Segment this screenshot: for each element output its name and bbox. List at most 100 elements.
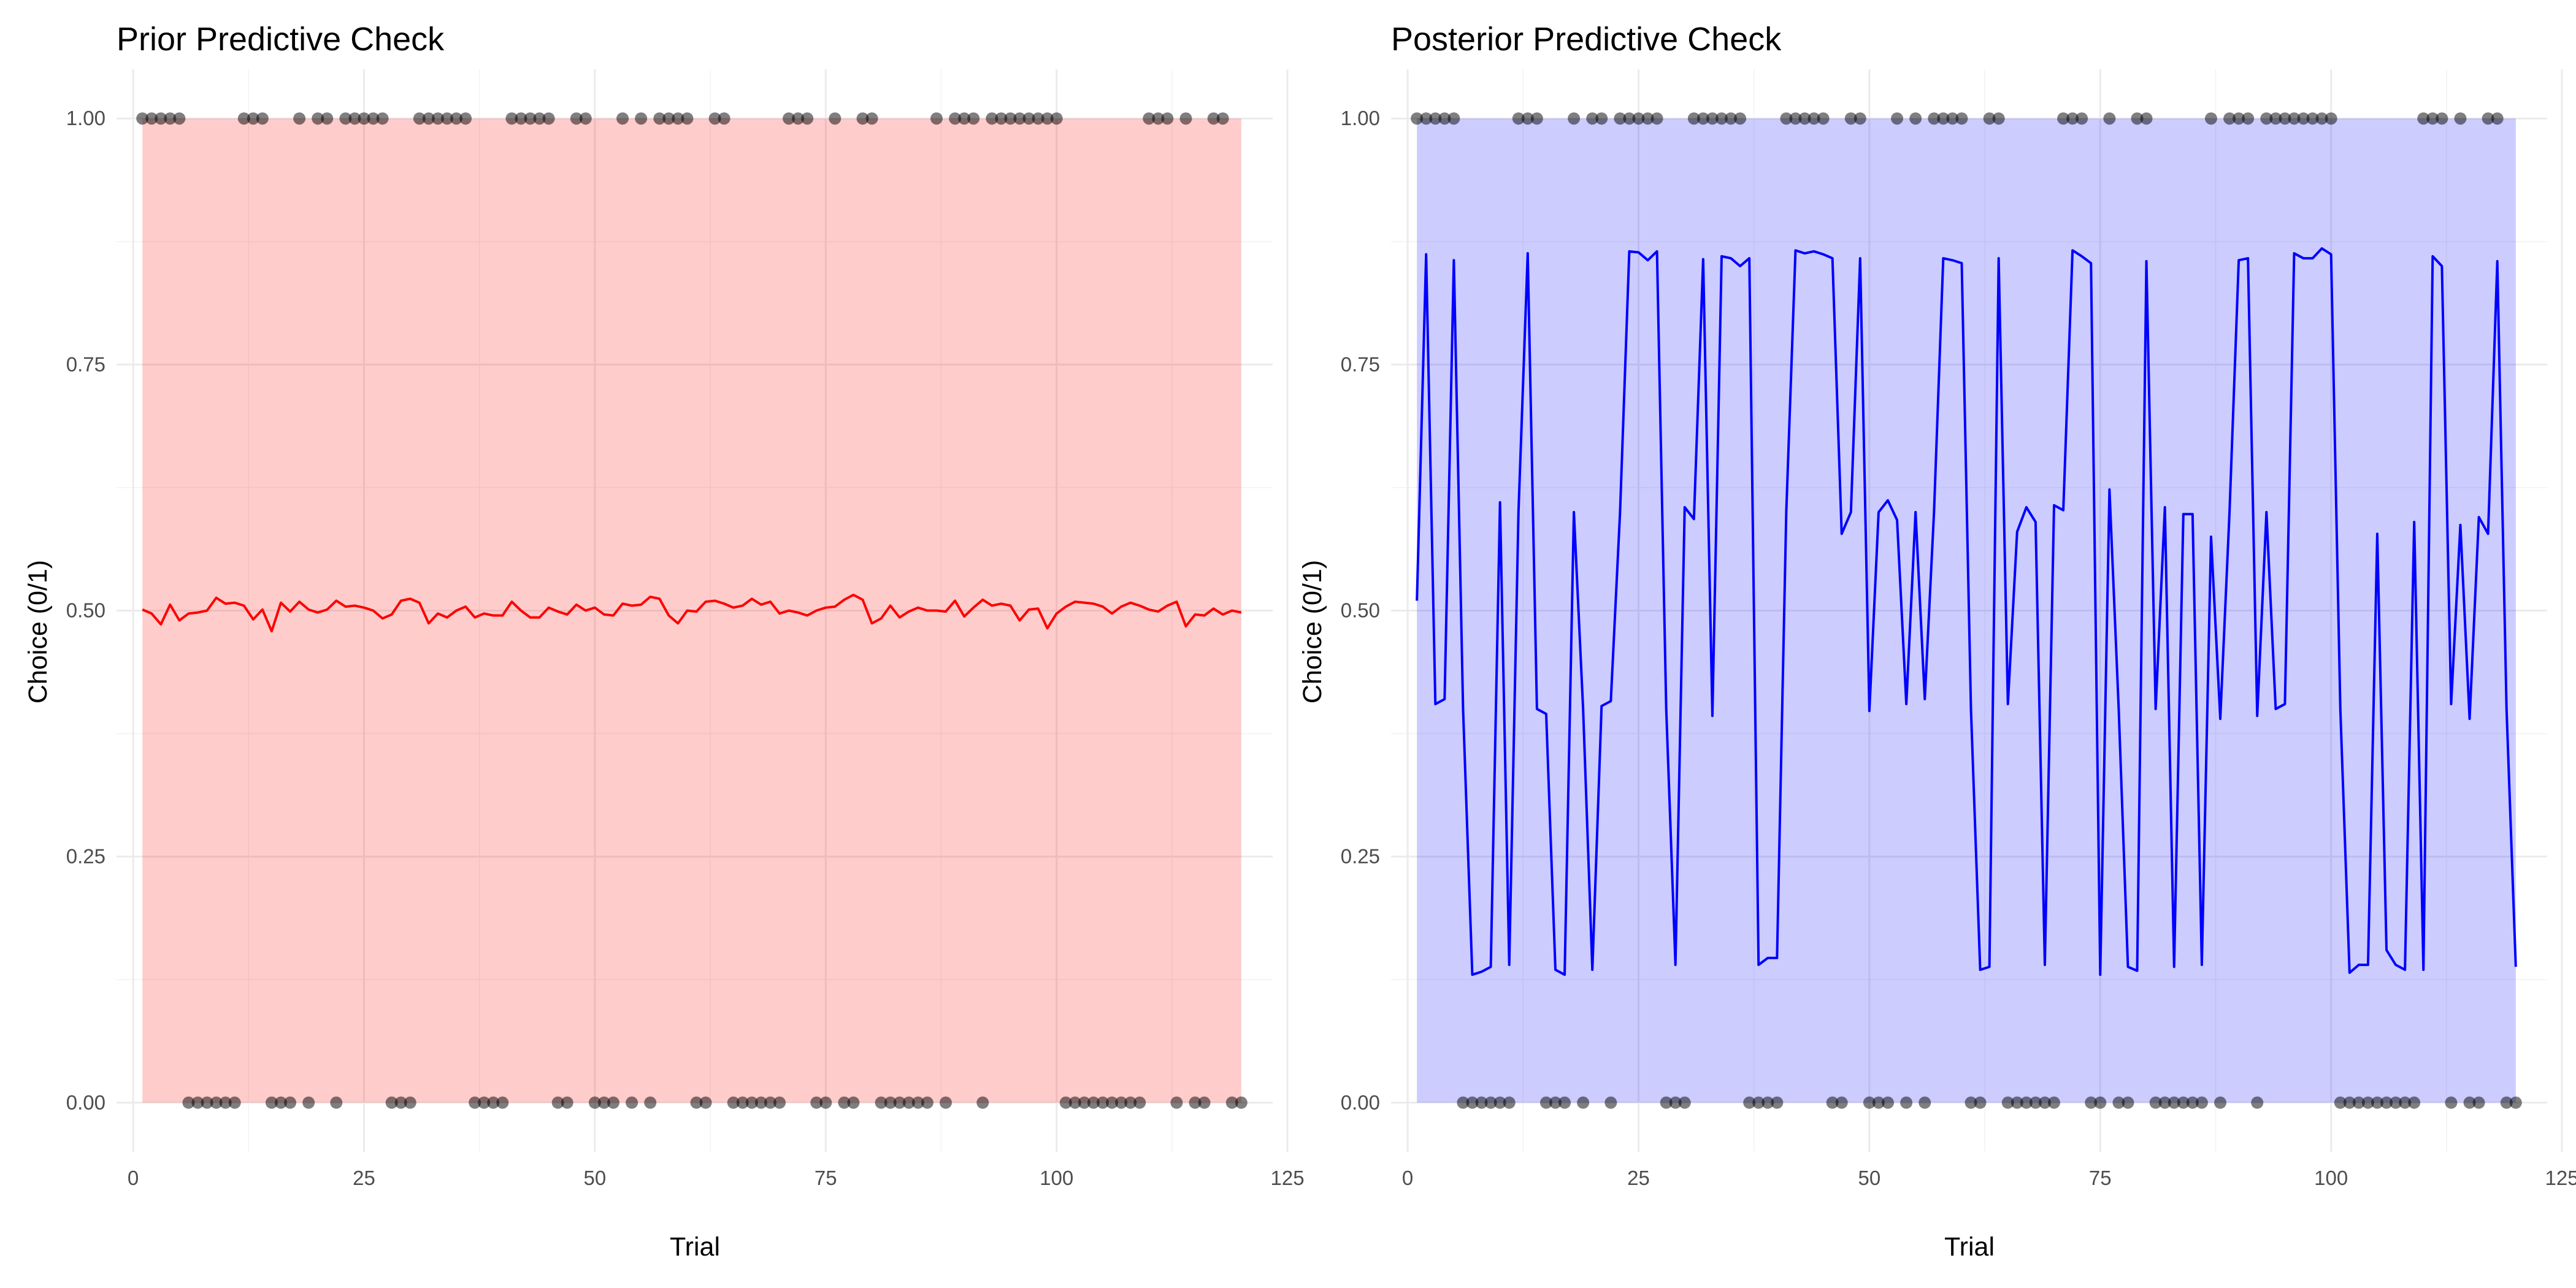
- posterior-y-tick-label: 0.50: [1341, 599, 1380, 622]
- prior-observed-point: [247, 112, 259, 125]
- prior-observed-point: [1235, 1096, 1248, 1109]
- prior-observed-point: [1087, 1096, 1100, 1109]
- prior-observed-point: [312, 112, 324, 125]
- posterior-observed-point: [2445, 1096, 2458, 1109]
- prior-observed-point: [967, 112, 980, 125]
- prior-observed-point: [191, 1096, 204, 1109]
- posterior-observed-point: [1817, 112, 1830, 125]
- prior-observed-point: [561, 1096, 573, 1109]
- prior-observed-point: [155, 112, 167, 125]
- posterior-observed-point: [2112, 1096, 2125, 1109]
- posterior-observed-point: [2103, 112, 2116, 125]
- prior-observed-point: [773, 1096, 786, 1109]
- posterior-y-tick-label: 0.00: [1341, 1091, 1380, 1114]
- posterior-observed-point: [1632, 112, 1645, 125]
- posterior-x-tick-label: 50: [1858, 1167, 1881, 1189]
- prior-observed-point: [570, 112, 583, 125]
- prior-observed-point: [136, 112, 149, 125]
- prior-observed-point: [893, 1096, 906, 1109]
- posterior-observed-point: [2472, 1096, 2485, 1109]
- posterior-observed-point: [2214, 1096, 2227, 1109]
- posterior-observed-point: [1780, 112, 1793, 125]
- posterior-ribbon: [1417, 118, 2516, 1103]
- posterior-observed-point: [1420, 112, 1433, 125]
- posterior-observed-point: [2371, 1096, 2383, 1109]
- prior-panel: 0 25 50 75 100 125 0.00 0.25 0.50 0.75 1.00 Prior …: [23, 21, 1305, 1262]
- prior-observed-point: [681, 112, 694, 125]
- prior-observed-point: [1161, 112, 1174, 125]
- prior-observed-point: [1133, 1096, 1146, 1109]
- prior-observed-point: [958, 112, 971, 125]
- posterior-observed-point: [2057, 112, 2070, 125]
- posterior-observed-point: [2223, 112, 2236, 125]
- posterior-observed-point: [1706, 112, 1719, 125]
- posterior-observed-point: [2279, 112, 2291, 125]
- posterior-observed-point: [1493, 1096, 1506, 1109]
- prior-observed-point: [469, 1096, 481, 1109]
- posterior-observed-point: [2399, 1096, 2412, 1109]
- posterior-observed-point: [1807, 112, 1820, 125]
- prior-observed-point: [1078, 1096, 1091, 1109]
- prior-observed-point: [339, 112, 352, 125]
- posterior-observed-point: [2315, 112, 2328, 125]
- prior-observed-point: [487, 1096, 500, 1109]
- posterior-observed-point: [1863, 1096, 1876, 1109]
- posterior-observed-point: [2297, 112, 2310, 125]
- posterior-observed-point: [2491, 112, 2504, 125]
- prior-observed-point: [635, 112, 648, 125]
- posterior-observed-point: [1687, 112, 1700, 125]
- posterior-observed-point: [1928, 112, 1941, 125]
- prior-observed-point: [505, 112, 518, 125]
- prior-observed-point: [284, 1096, 297, 1109]
- posterior-observed-point: [1484, 1096, 1497, 1109]
- posterior-x-tick-label: 25: [1627, 1167, 1650, 1189]
- posterior-observed-point: [1872, 1096, 1885, 1109]
- posterior-y-tick-label: 0.75: [1341, 353, 1380, 375]
- posterior-observed-point: [2500, 1096, 2513, 1109]
- prior-observed-point: [431, 112, 444, 125]
- prior-observed-point: [441, 112, 454, 125]
- prior-observed-point: [672, 112, 684, 125]
- posterior-observed-point: [2343, 1096, 2356, 1109]
- prior-observed-point: [995, 112, 1008, 125]
- prior-observed-point: [542, 112, 555, 125]
- prior-observed-point: [1225, 1096, 1238, 1109]
- posterior-observed-point: [1734, 112, 1747, 125]
- prior-observed-point: [662, 112, 675, 125]
- posterior-observed-point: [1771, 1096, 1784, 1109]
- prior-observed-point: [256, 112, 269, 125]
- posterior-panel: 0 25 50 75 100 125 0.00 0.25 0.50 0.75 1.00 Poster…: [1298, 21, 2576, 1262]
- posterior-observed-point: [2131, 112, 2144, 125]
- posterior-observed-point: [2306, 112, 2319, 125]
- posterior-observed-point: [1974, 1096, 1987, 1109]
- prior-observed-point: [940, 1096, 953, 1109]
- prior-observed-point: [404, 1096, 416, 1109]
- posterior-observed-point: [2085, 1096, 2098, 1109]
- prior-observed-point: [321, 112, 334, 125]
- prior-tick-labels: 0 25 50 75 100 125 0.00 0.25 0.50 0.75 1.00: [66, 107, 1305, 1189]
- prior-observed-point: [1124, 1096, 1137, 1109]
- prior-observed-point: [1022, 112, 1035, 125]
- posterior-observed-point: [1937, 112, 1950, 125]
- posterior-observed-point: [2158, 1096, 2171, 1109]
- posterior-observed-point: [1891, 112, 1904, 125]
- prior-observed-point: [1050, 112, 1063, 125]
- posterior-observed-point: [2463, 1096, 2476, 1109]
- posterior-observed-point: [1438, 112, 1451, 125]
- prior-observed-point: [1106, 1096, 1119, 1109]
- posterior-observed-point: [2195, 1096, 2208, 1109]
- prior-observed-point: [302, 1096, 315, 1109]
- prior-mean-line: [142, 593, 1242, 633]
- prior-observed-point: [801, 112, 814, 125]
- prior-observed-point: [764, 1096, 776, 1109]
- prior-observed-point: [1068, 1096, 1081, 1109]
- posterior-gridlines: [1391, 69, 2563, 1152]
- prior-observed-point: [1013, 112, 1026, 125]
- posterior-observed-point: [1411, 112, 1424, 125]
- prior-observed-point: [551, 1096, 564, 1109]
- prior-observed-point: [478, 1096, 491, 1109]
- prior-observed-point: [930, 112, 943, 125]
- prior-observed-point: [1198, 1096, 1211, 1109]
- prior-observed-point: [1207, 112, 1220, 125]
- prior-observed-point: [847, 1096, 860, 1109]
